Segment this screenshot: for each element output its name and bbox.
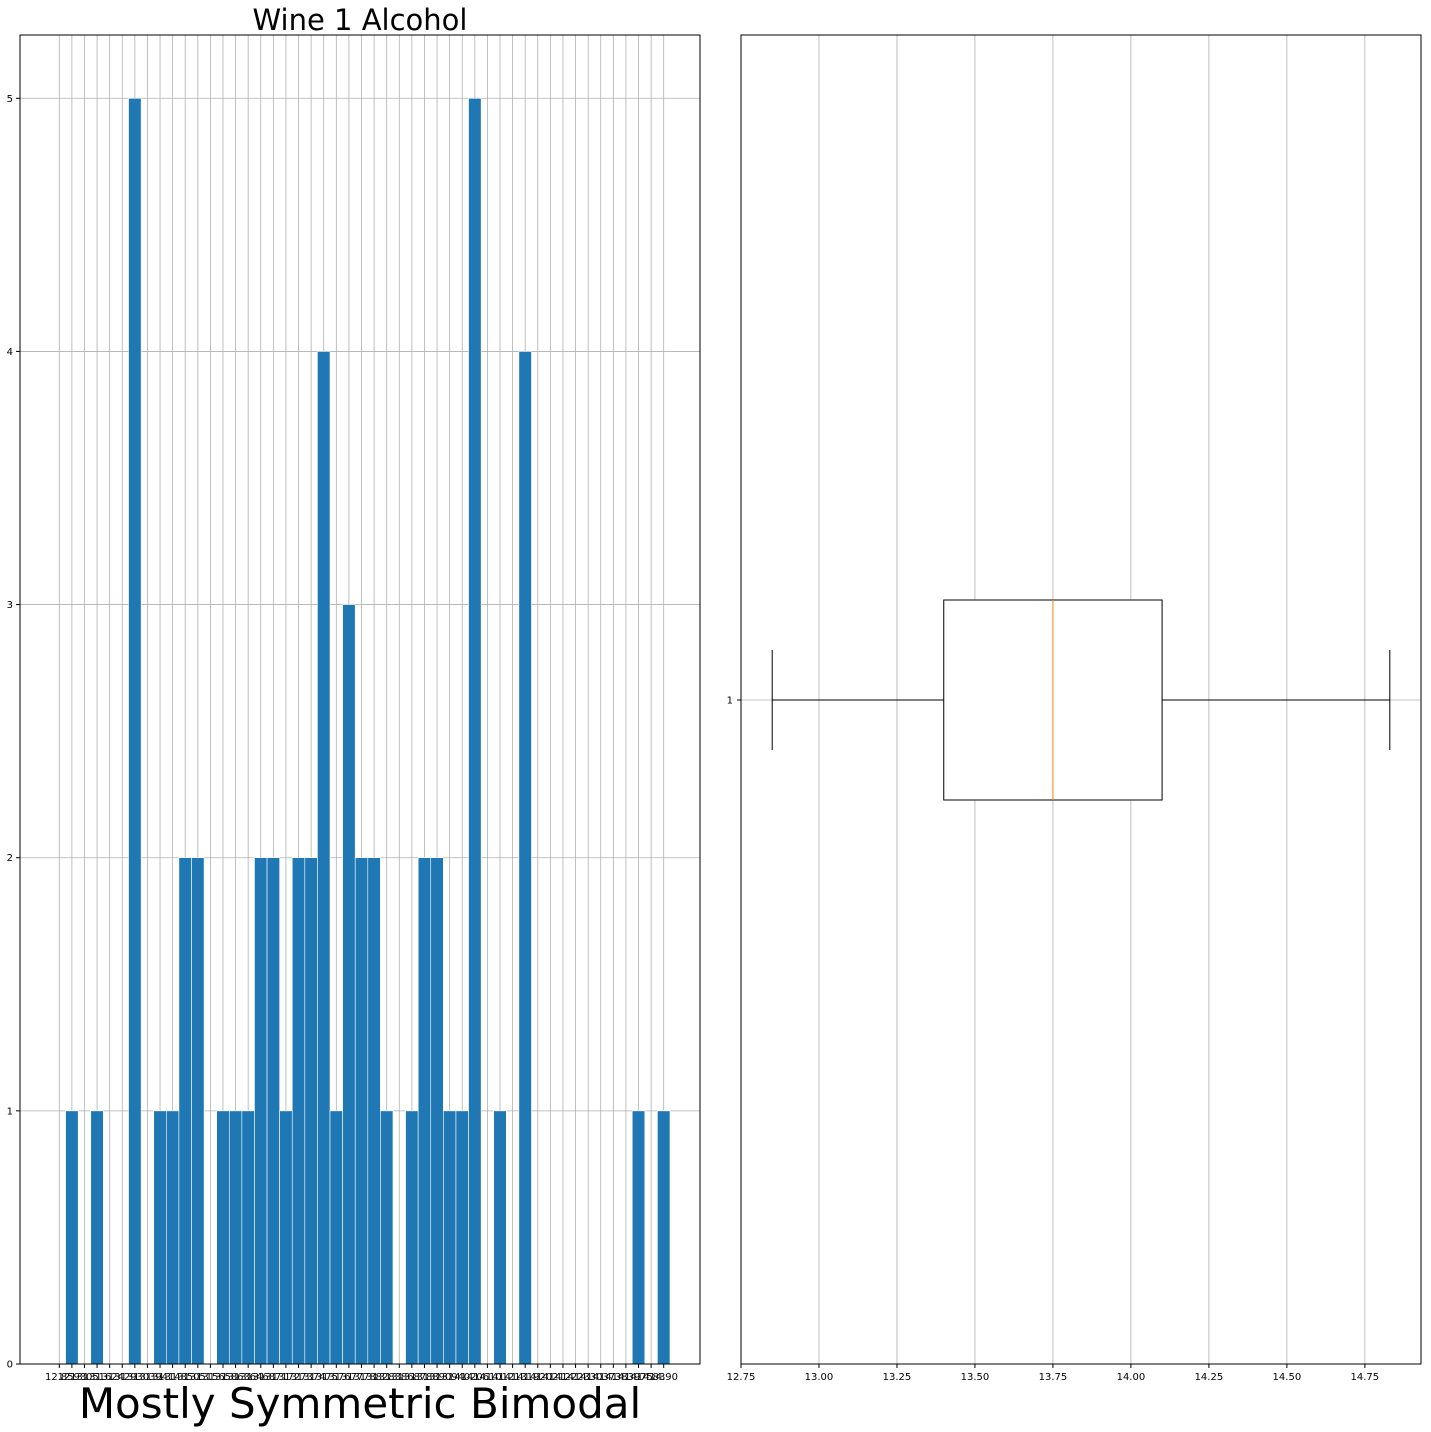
boxplot-x-tick-label: 14.00 — [1117, 1372, 1146, 1383]
histogram-y-tick-label: 5 — [7, 94, 13, 105]
boxplot-x-tick-label: 13.25 — [883, 1372, 912, 1383]
histogram-bar — [355, 858, 368, 1364]
histogram-bar — [418, 858, 431, 1364]
histogram-bar — [657, 1111, 670, 1364]
histogram-bar — [192, 858, 205, 1364]
histogram-bar — [166, 1111, 179, 1364]
histogram-bar — [519, 351, 532, 1364]
histogram-y-tick-label: 0 — [7, 1360, 13, 1371]
boxplot-x-tick-label: 13.50 — [961, 1372, 990, 1383]
histogram-bar — [91, 1111, 104, 1364]
histogram-bar — [443, 1111, 456, 1364]
histogram-bar — [456, 1111, 469, 1364]
histogram-y-tick-label: 2 — [7, 853, 13, 864]
boxplot-x-tick-label: 13.00 — [805, 1372, 834, 1383]
histogram-bar — [317, 351, 330, 1364]
histogram-bar — [129, 98, 142, 1364]
histogram-y-tick-label: 1 — [7, 1106, 13, 1117]
histogram-bar — [242, 1111, 255, 1364]
boxplot-y-ticks: 1 — [727, 696, 741, 707]
histogram-bar — [154, 1111, 167, 1364]
histogram-bar — [217, 1111, 230, 1364]
histogram-bar — [368, 858, 381, 1364]
histogram-bar — [469, 98, 482, 1364]
histogram-bar — [330, 1111, 343, 1364]
histogram-bar — [254, 858, 267, 1364]
histogram-y-tick-label: 3 — [7, 600, 13, 611]
histogram-bars — [66, 98, 670, 1364]
histogram-y-tick-label: 4 — [7, 347, 13, 358]
histogram-bar — [292, 858, 305, 1364]
histogram-x-tick-label: 14.90 — [649, 1372, 678, 1383]
histogram-bar — [305, 858, 318, 1364]
boxplot-x-tick-label: 12.75 — [727, 1372, 756, 1383]
histogram-bar — [431, 858, 444, 1364]
boxplot-x-tick-label: 14.25 — [1195, 1372, 1224, 1383]
boxplot-x-tick-label: 14.50 — [1273, 1372, 1302, 1383]
boxplot-x-tick-label: 14.75 — [1351, 1372, 1380, 1383]
histogram-bar — [494, 1111, 507, 1364]
boxplot-x-tick-label: 13.75 — [1039, 1372, 1068, 1383]
boxplot-shape — [772, 600, 1390, 800]
histogram-bar — [179, 858, 192, 1364]
histogram-title: Wine 1 Alcohol — [253, 3, 468, 37]
histogram-bar — [406, 1111, 419, 1364]
histogram-bar — [229, 1111, 242, 1364]
histogram-bar — [343, 605, 356, 1364]
histogram-bar — [632, 1111, 645, 1364]
histogram-bar — [280, 1111, 293, 1364]
histogram-bar — [380, 1111, 393, 1364]
boxplot-y-tick-label: 1 — [727, 696, 733, 707]
histogram-bar — [267, 858, 280, 1364]
histogram-y-ticks: 0 1 2 3 4 5 — [7, 94, 20, 1371]
histogram-bar — [66, 1111, 79, 1364]
histogram-x-label: Mostly Symmetric Bimodal — [79, 1379, 641, 1428]
boxplot-chart: 12.75 13.00 13.25 13.50 13.75 14.00 14.25 14.50… — [727, 35, 1421, 1383]
boxplot-x-ticks: 12.75 13.00 13.25 13.50 13.75 14.00 14.25 14.50… — [727, 1364, 1379, 1383]
